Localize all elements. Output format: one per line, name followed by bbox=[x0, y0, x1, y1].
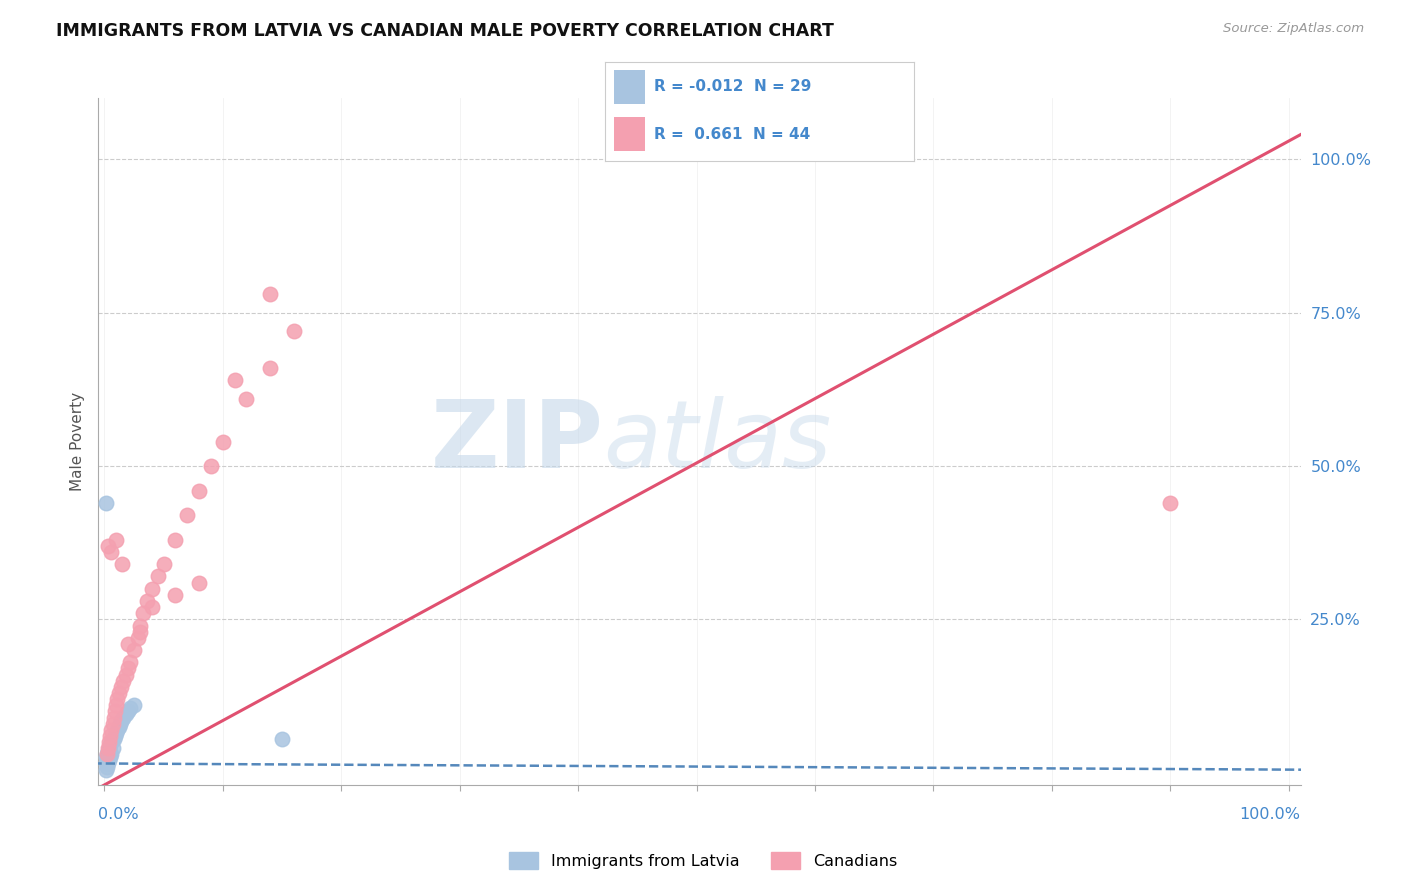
Point bbox=[100, 747, 122, 762]
Point bbox=[146, 569, 169, 583]
Point bbox=[105, 533, 128, 547]
Point bbox=[271, 731, 294, 746]
Point bbox=[94, 763, 117, 777]
Text: 100.0%: 100.0% bbox=[1240, 807, 1301, 822]
Text: ZIP: ZIP bbox=[430, 395, 603, 488]
Point bbox=[117, 661, 139, 675]
Bar bbox=[614, 70, 645, 103]
Point bbox=[96, 759, 118, 773]
Point bbox=[101, 741, 124, 756]
Point bbox=[136, 594, 159, 608]
Point bbox=[105, 692, 128, 706]
Point bbox=[259, 287, 281, 301]
Point bbox=[100, 545, 122, 559]
Point bbox=[110, 714, 132, 728]
Point bbox=[127, 631, 149, 645]
Point bbox=[188, 575, 211, 590]
Point bbox=[107, 720, 129, 734]
Point bbox=[211, 434, 233, 449]
Text: atlas: atlas bbox=[603, 396, 831, 487]
Point bbox=[141, 582, 163, 596]
Point bbox=[165, 533, 187, 547]
Bar bbox=[614, 118, 645, 151]
Point bbox=[103, 710, 125, 724]
Point bbox=[97, 539, 120, 553]
Point bbox=[98, 753, 121, 767]
Point bbox=[120, 655, 142, 669]
Point bbox=[107, 686, 129, 700]
Point bbox=[176, 508, 198, 523]
Point bbox=[122, 643, 145, 657]
Point bbox=[1159, 496, 1181, 510]
Point bbox=[97, 756, 120, 771]
Point bbox=[98, 735, 121, 749]
Point bbox=[98, 729, 121, 743]
Point bbox=[200, 458, 222, 473]
Point bbox=[224, 373, 246, 387]
Point bbox=[141, 600, 163, 615]
Point bbox=[122, 698, 145, 713]
Point bbox=[100, 723, 122, 737]
Point bbox=[97, 741, 120, 756]
Text: Source: ZipAtlas.com: Source: ZipAtlas.com bbox=[1223, 22, 1364, 36]
Point bbox=[165, 588, 187, 602]
Point bbox=[108, 716, 131, 731]
Point bbox=[259, 361, 281, 376]
Point bbox=[98, 738, 121, 752]
Point bbox=[94, 496, 117, 510]
Point bbox=[112, 710, 135, 724]
Point bbox=[117, 705, 139, 719]
Point bbox=[96, 747, 118, 762]
Legend: Immigrants from Latvia, Canadians: Immigrants from Latvia, Canadians bbox=[503, 846, 903, 875]
Point bbox=[94, 750, 117, 764]
Text: R = -0.012  N = 29: R = -0.012 N = 29 bbox=[654, 79, 811, 95]
Point bbox=[103, 731, 125, 746]
Point bbox=[104, 729, 127, 743]
Point bbox=[120, 701, 142, 715]
Text: 0.0%: 0.0% bbox=[98, 807, 139, 822]
Point bbox=[104, 705, 127, 719]
Point bbox=[105, 726, 128, 740]
Point bbox=[105, 698, 128, 713]
Point bbox=[128, 618, 150, 632]
Point bbox=[188, 483, 211, 498]
Point bbox=[105, 723, 128, 737]
Point bbox=[152, 557, 174, 572]
Text: R =  0.661  N = 44: R = 0.661 N = 44 bbox=[654, 127, 810, 142]
Point bbox=[96, 753, 118, 767]
Point bbox=[110, 680, 132, 694]
Point bbox=[98, 750, 121, 764]
Y-axis label: Male Poverty: Male Poverty bbox=[70, 392, 86, 491]
Point bbox=[101, 716, 124, 731]
Point bbox=[112, 673, 135, 688]
Point bbox=[96, 747, 118, 762]
Point bbox=[94, 756, 117, 771]
Point bbox=[98, 741, 121, 756]
Point bbox=[100, 735, 122, 749]
Point bbox=[132, 607, 155, 621]
Point bbox=[97, 744, 120, 758]
Point bbox=[111, 557, 134, 572]
Text: IMMIGRANTS FROM LATVIA VS CANADIAN MALE POVERTY CORRELATION CHART: IMMIGRANTS FROM LATVIA VS CANADIAN MALE … bbox=[56, 22, 834, 40]
Point bbox=[128, 624, 150, 639]
Point bbox=[235, 392, 257, 406]
Point bbox=[283, 324, 305, 338]
Point bbox=[114, 707, 136, 722]
Point bbox=[117, 637, 139, 651]
Point bbox=[114, 667, 136, 681]
